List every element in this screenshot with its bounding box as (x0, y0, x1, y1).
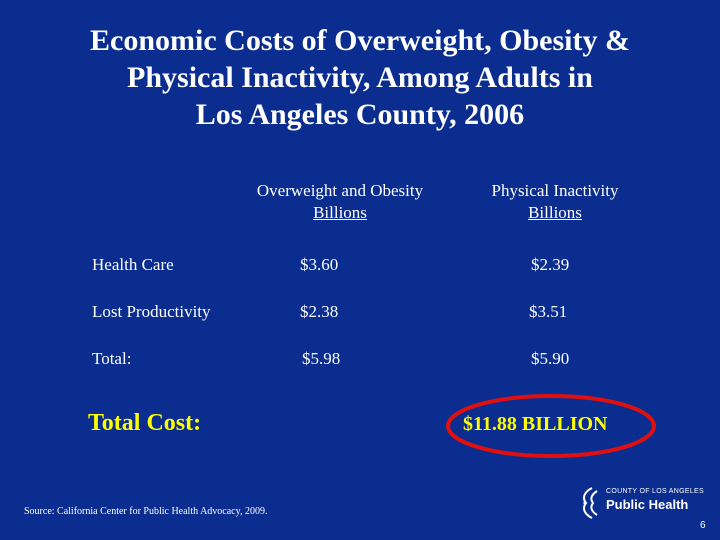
la-county-logo-icon (583, 487, 598, 519)
lost-productivity-inactivity-value: $3.51 (529, 302, 568, 321)
total-cost-label: Total Cost: (88, 410, 202, 436)
row-label-total: Total: (92, 349, 132, 368)
slide-title: Economic Costs of Overweight, Obesity & … (20, 22, 700, 133)
column-header-overweight: Overweight and Obesity Billions (228, 180, 452, 224)
public-health-logo: COUNTY OF LOS ANGELES Public Health (578, 486, 704, 520)
total-cost-value: $11.88 BILLION (463, 413, 608, 435)
highlight-circle (446, 394, 656, 458)
column-header-inactivity: Physical Inactivity Billions (460, 180, 650, 224)
row-label-health-care: Health Care (92, 255, 174, 274)
title-line-1: Economic Costs of Overweight, Obesity & (90, 24, 630, 57)
column-unit: Billions (313, 203, 367, 222)
logo-small-text: COUNTY OF LOS ANGELES (606, 488, 704, 495)
column-heading: Overweight and Obesity (256, 181, 424, 200)
lost-productivity-overweight-value: $2.38 (300, 302, 339, 321)
health-care-inactivity-value: $2.39 (531, 255, 570, 274)
source-note: Source: California Center for Public Hea… (24, 506, 268, 517)
total-overweight-value: $5.98 (302, 349, 341, 368)
column-heading: Physical Inactivity (491, 181, 619, 200)
health-care-overweight-value: $3.60 (300, 255, 339, 274)
row-label-lost-productivity: Lost Productivity (92, 302, 211, 321)
title-line-3: Los Angeles County, 2006 (195, 98, 525, 131)
logo-big-text: Public Health (606, 497, 689, 512)
title-line-2: Physical Inactivity, Among Adults in (127, 61, 593, 94)
page-number: 6 (700, 520, 706, 531)
total-inactivity-value: $5.90 (531, 349, 570, 368)
column-unit: Billions (528, 203, 582, 222)
